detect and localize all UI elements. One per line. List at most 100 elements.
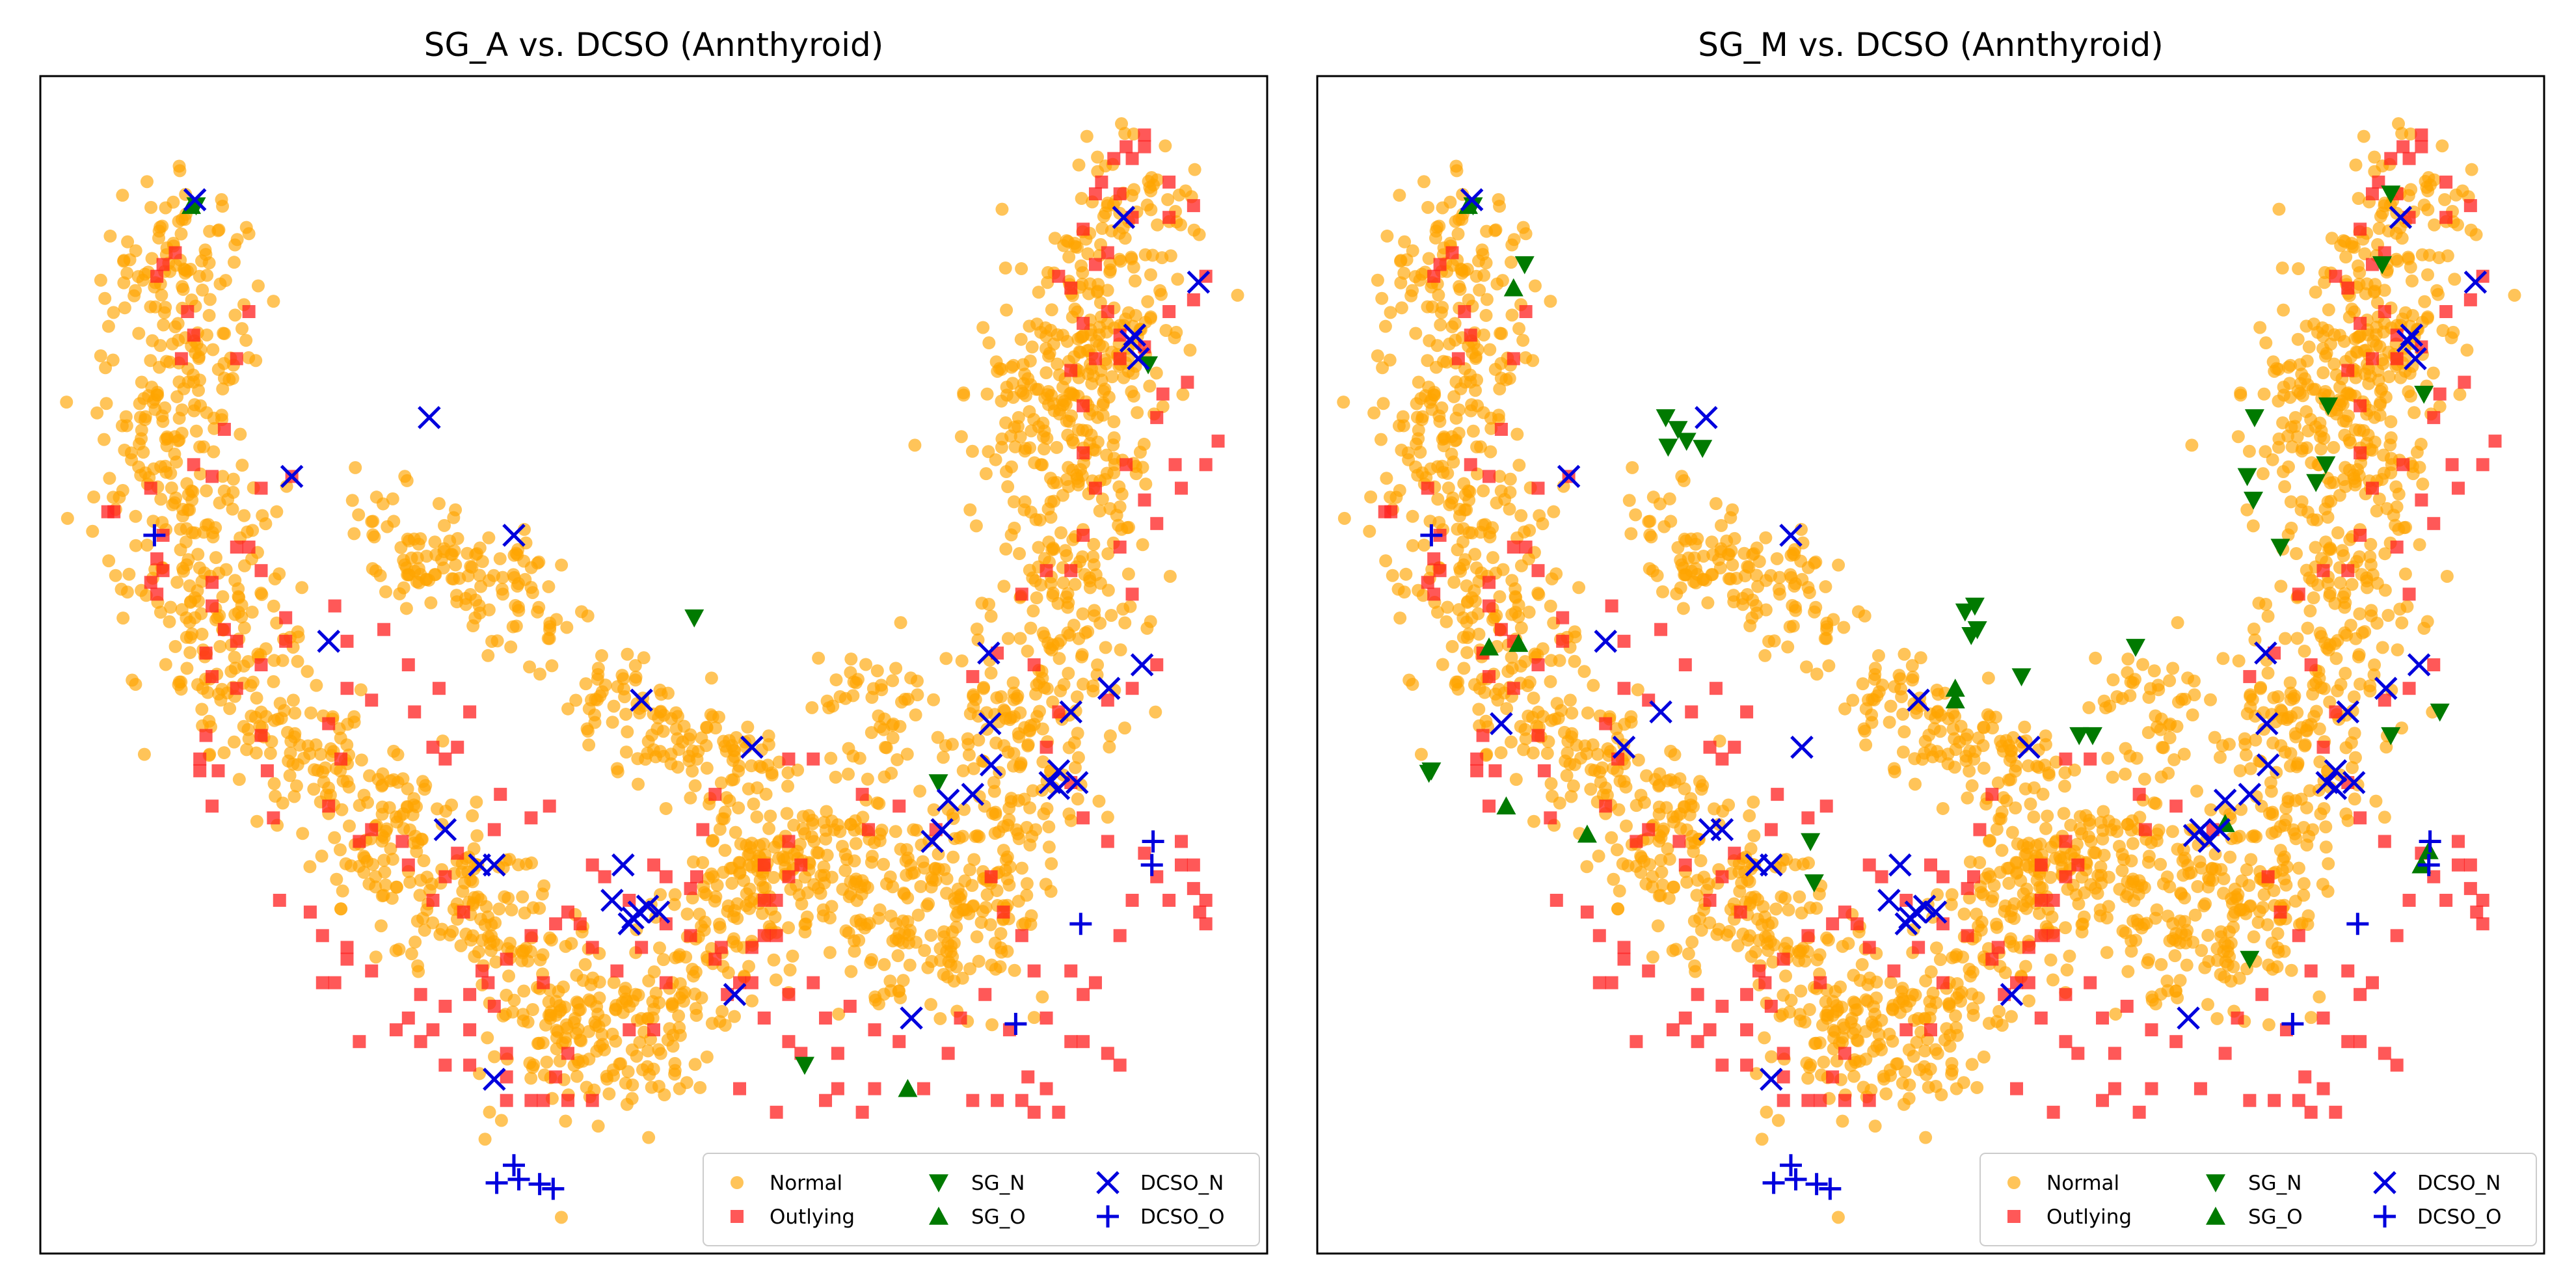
point-normal	[183, 615, 196, 629]
point-normal	[1760, 1105, 1773, 1119]
point-normal	[1449, 411, 1463, 425]
point-normal	[2084, 835, 2098, 848]
point-normal	[741, 720, 755, 734]
point-normal	[2314, 630, 2328, 643]
point-normal	[1419, 471, 1433, 485]
point-normal	[392, 943, 406, 956]
point-normal	[291, 654, 304, 668]
point-normal	[1070, 241, 1084, 254]
point-normal	[984, 918, 997, 932]
legend-marker-dcso-n	[1096, 1171, 1120, 1194]
point-normal	[936, 751, 950, 764]
point-normal	[1412, 375, 1425, 389]
point-outlying	[892, 1035, 906, 1049]
point-normal	[2127, 914, 2140, 928]
point-normal	[2154, 857, 2167, 871]
point-normal	[365, 515, 379, 528]
point-normal	[2145, 990, 2159, 1004]
point-normal	[2247, 622, 2261, 636]
point-normal	[2246, 829, 2259, 843]
point-normal	[1924, 743, 1937, 757]
point-normal	[1642, 515, 1656, 528]
point-normal	[1060, 473, 1073, 487]
point-normal	[286, 693, 300, 707]
point-normal	[2422, 171, 2435, 185]
point-normal	[411, 959, 425, 973]
point-outlying	[2059, 870, 2073, 883]
point-normal	[2102, 900, 2115, 913]
point-normal	[1992, 1004, 2006, 1018]
legend-marker-outlying	[731, 1210, 744, 1223]
point-normal	[1509, 590, 1522, 604]
point-normal	[1795, 906, 1808, 920]
point-normal	[1091, 410, 1105, 424]
point-normal	[1032, 704, 1046, 718]
point-outlying	[2292, 929, 2305, 943]
point-normal	[2281, 528, 2295, 542]
point-normal	[390, 815, 404, 829]
point-normal	[512, 577, 526, 591]
point-normal	[2259, 597, 2273, 611]
point-normal	[883, 974, 897, 988]
point-outlying	[708, 788, 722, 801]
point-normal	[614, 1057, 628, 1071]
right-chart-panel: SG_M vs. DCSO (Annthyroid) NormalOutlyin…	[1316, 26, 2545, 1255]
point-normal	[2428, 218, 2441, 232]
point-normal	[2368, 410, 2381, 424]
point-normal	[2104, 823, 2118, 837]
point-outlying	[217, 623, 231, 636]
point-outlying	[1715, 1058, 1729, 1072]
point-outlying	[1077, 446, 1090, 460]
point-outlying	[782, 835, 796, 848]
point-outlying	[340, 941, 354, 954]
legend-label-outlying: Outlying	[770, 1205, 855, 1229]
point-outlying	[1199, 894, 1213, 907]
point-normal	[456, 885, 470, 898]
point-normal	[2368, 165, 2381, 178]
point-normal	[1626, 461, 1639, 474]
point-normal	[791, 763, 805, 777]
point-normal	[2306, 513, 2320, 526]
point-normal	[714, 776, 728, 790]
point-normal	[1103, 265, 1117, 279]
point-outlying	[396, 835, 409, 848]
point-normal	[1646, 950, 1659, 964]
point-normal	[1766, 955, 1780, 969]
point-normal	[718, 805, 732, 819]
point-normal	[1474, 440, 1488, 453]
point-outlying	[1678, 858, 1692, 872]
point-normal	[2391, 643, 2404, 656]
point-normal	[965, 444, 979, 458]
point-normal	[410, 845, 423, 859]
point-outlying	[1077, 1035, 1090, 1049]
point-normal	[1933, 953, 1947, 967]
point-normal	[686, 764, 699, 778]
point-normal	[90, 406, 104, 420]
point-normal	[2288, 827, 2301, 840]
point-normal	[1412, 423, 1425, 437]
point-normal	[432, 497, 446, 511]
point-normal	[2376, 353, 2389, 366]
point-outlying	[1494, 423, 1508, 436]
point-normal	[598, 678, 612, 692]
point-normal	[334, 902, 347, 916]
point-normal	[816, 909, 830, 923]
point-normal	[825, 900, 839, 913]
point-normal	[582, 738, 596, 752]
point-outlying	[1961, 881, 1974, 895]
point-normal	[1744, 842, 1758, 855]
point-normal	[1012, 730, 1026, 744]
point-normal	[1803, 1003, 1816, 1017]
point-normal	[2331, 684, 2344, 698]
point-normal	[689, 965, 703, 979]
point-outlying	[2034, 1012, 2048, 1025]
point-normal	[1105, 608, 1118, 622]
point-normal	[2272, 440, 2285, 454]
point-normal	[1671, 541, 1685, 554]
point-dcso-n	[979, 753, 1003, 777]
legend-marker-sg-n	[929, 1174, 948, 1192]
point-outlying	[199, 646, 213, 660]
point-outlying	[1138, 493, 1151, 507]
point-normal	[617, 1006, 630, 1019]
point-outlying	[365, 823, 379, 837]
